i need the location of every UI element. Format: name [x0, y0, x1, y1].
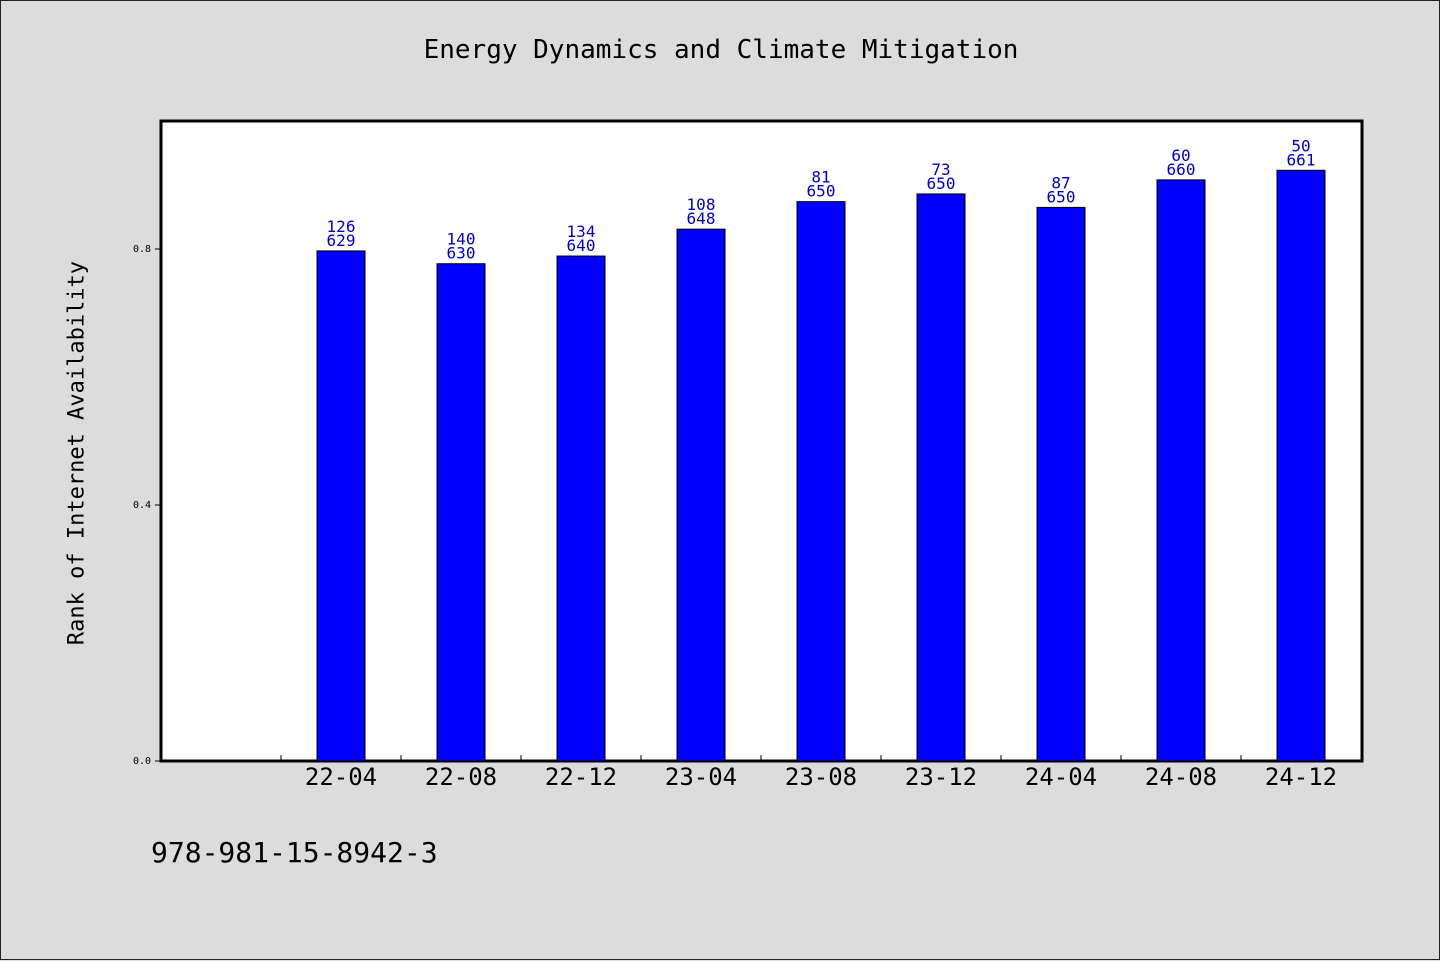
x-tick-label: 23-08	[785, 763, 857, 791]
bar-label-bottom: 661	[1287, 150, 1316, 169]
bar-label-top: 50	[1291, 136, 1310, 155]
x-tick-label: 22-12	[545, 763, 617, 791]
bar-label-top: 108	[687, 195, 716, 214]
bar-label-bottom: 629	[327, 231, 356, 250]
bar	[1156, 179, 1206, 762]
bar-label-top: 60	[1171, 146, 1190, 165]
axis-layer: 0.0 0.4 0.8 22-04 22-08 22-12 23-04 23-08 23-12 2…	[133, 244, 1362, 791]
bar-label-top: 87	[1051, 173, 1070, 192]
y-tick-label: 0.4	[133, 500, 151, 511]
bar-label-top: 81	[811, 168, 830, 187]
bar-label-bottom: 650	[807, 182, 836, 201]
bar	[436, 263, 486, 762]
isbn-label: 978-981-15-8942-3	[151, 836, 438, 869]
bar-label-top: 140	[447, 230, 476, 249]
bar	[1276, 169, 1326, 762]
bar	[916, 193, 966, 762]
y-tick-label: 0.8	[133, 244, 151, 255]
bar	[676, 228, 726, 762]
x-tick-label: 24-04	[1025, 763, 1097, 791]
bar-label-top: 73	[931, 160, 950, 179]
bar	[796, 201, 846, 762]
bar-label-bottom: 630	[447, 244, 476, 263]
x-tick-label: 24-08	[1145, 763, 1217, 791]
x-tick-label: 23-04	[665, 763, 737, 791]
chart-title: Energy Dynamics and Climate Mitigation	[423, 35, 1019, 65]
bar-label-bottom: 650	[1047, 187, 1076, 206]
bar-label-top: 134	[567, 222, 596, 241]
x-tick-label: 22-08	[425, 763, 497, 791]
bar-label-bottom: 650	[927, 174, 956, 193]
bar	[556, 255, 606, 762]
bar-label-bottom: 648	[687, 209, 716, 228]
bar	[316, 250, 366, 762]
x-tick-label: 22-04	[305, 763, 377, 791]
bar-label-top: 126	[327, 217, 356, 236]
bar	[1036, 206, 1086, 762]
bar-label-bottom: 640	[567, 236, 596, 255]
x-tick-label: 24-12	[1265, 763, 1337, 791]
x-tick-label: 23-12	[905, 763, 977, 791]
bar-label-bottom: 660	[1167, 160, 1196, 179]
y-tick-label: 0.0	[133, 756, 151, 767]
